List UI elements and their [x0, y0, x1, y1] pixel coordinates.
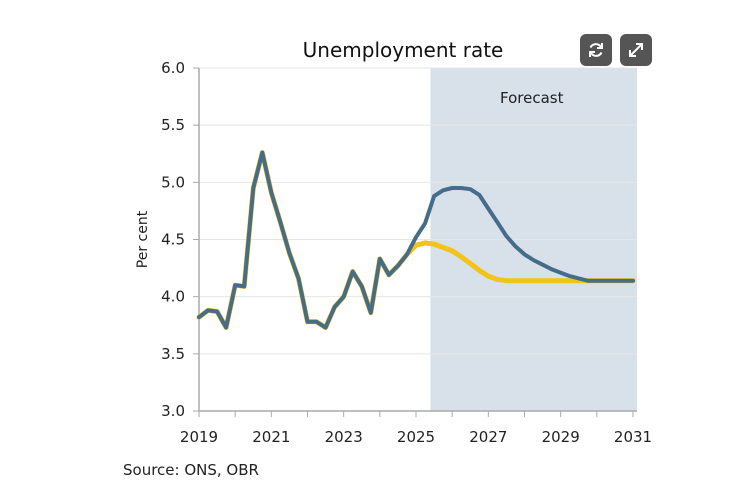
y-tick-label: 4.5: [161, 231, 185, 249]
y-tick-label: 3.0: [161, 402, 185, 420]
y-tick-label: 4.0: [161, 288, 185, 306]
x-tick-label: 2027: [469, 428, 507, 446]
x-tick-label: 2031: [614, 428, 652, 446]
series-line-1: [197, 150, 635, 330]
chart-title: Unemployment rate: [302, 38, 504, 62]
y-tick-label: 6.0: [161, 59, 185, 77]
forecast-label: Forecast: [500, 89, 564, 107]
y-axis-label: Per cent: [135, 210, 151, 268]
expand-button[interactable]: [620, 34, 652, 66]
x-tick-label: 2029: [542, 428, 580, 446]
refresh-icon: [589, 43, 603, 57]
x-tick-label: 2021: [252, 428, 290, 446]
x-tick-label: 2023: [325, 428, 363, 446]
y-tick-label: 5.5: [161, 116, 185, 134]
y-tick-label: 3.5: [161, 345, 185, 363]
y-tick-label: 5.0: [161, 173, 185, 191]
x-tick-label: 2019: [180, 428, 218, 446]
expand-icon: [629, 43, 643, 57]
x-tick-label: 2025: [397, 428, 435, 446]
source-note: Source: ONS, OBR: [123, 461, 259, 479]
refresh-button[interactable]: [580, 34, 612, 66]
